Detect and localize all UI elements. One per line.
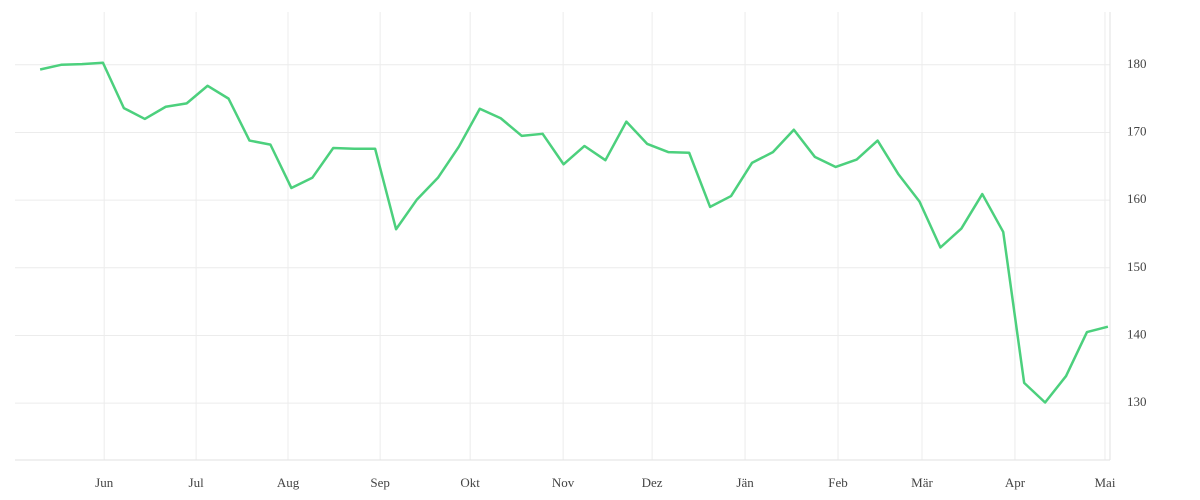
x-tick-label: Okt: [460, 475, 480, 490]
x-tick-label: Jul: [189, 475, 205, 490]
y-tick-label: 160: [1127, 191, 1147, 206]
y-tick-label: 150: [1127, 259, 1147, 274]
y-tick-label: 180: [1127, 56, 1147, 71]
y-tick-label: 130: [1127, 394, 1147, 409]
y-tick-label: 170: [1127, 123, 1147, 138]
x-tick-label: Nov: [552, 475, 575, 490]
y-tick-label: 140: [1127, 326, 1147, 341]
x-tick-label: Aug: [277, 475, 300, 490]
x-tick-label: Apr: [1005, 475, 1026, 490]
line-series: [39, 61, 1109, 404]
x-tick-label: Dez: [642, 475, 663, 490]
x-tick-label: Jän: [736, 475, 754, 490]
x-tick-label: Feb: [828, 475, 848, 490]
x-tick-label: Sep: [370, 475, 390, 490]
x-tick-label: Mai: [1094, 475, 1115, 490]
x-tick-label: Jun: [95, 475, 114, 490]
x-tick-label: Mär: [911, 475, 933, 490]
